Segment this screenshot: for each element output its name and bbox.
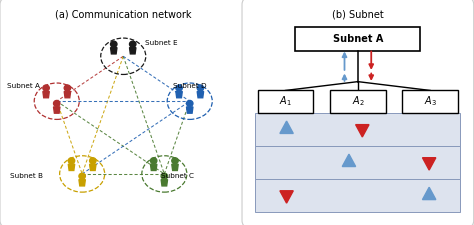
Polygon shape [422, 187, 436, 200]
Circle shape [187, 101, 193, 106]
Circle shape [150, 158, 157, 164]
FancyBboxPatch shape [402, 90, 458, 112]
Text: $A_1$: $A_1$ [279, 94, 292, 108]
Circle shape [79, 173, 85, 179]
Polygon shape [280, 121, 293, 133]
Text: $A_3$: $A_3$ [424, 94, 437, 108]
FancyBboxPatch shape [255, 112, 460, 146]
Polygon shape [90, 164, 96, 171]
Text: Subnet E: Subnet E [145, 40, 177, 46]
Circle shape [129, 41, 136, 47]
Circle shape [197, 85, 204, 91]
Polygon shape [356, 125, 369, 137]
Polygon shape [176, 91, 182, 98]
FancyBboxPatch shape [255, 179, 460, 212]
Text: $A_2$: $A_2$ [352, 94, 364, 108]
Polygon shape [54, 107, 60, 113]
Polygon shape [64, 91, 71, 98]
Polygon shape [342, 154, 356, 166]
FancyBboxPatch shape [242, 0, 474, 225]
Circle shape [176, 85, 182, 91]
Text: (b) Subnet: (b) Subnet [332, 10, 384, 20]
Text: Subnet A: Subnet A [333, 34, 383, 44]
Polygon shape [187, 107, 193, 113]
Circle shape [161, 173, 167, 179]
Polygon shape [110, 48, 117, 54]
Circle shape [110, 41, 117, 47]
Polygon shape [161, 180, 167, 186]
FancyBboxPatch shape [295, 27, 420, 51]
Circle shape [54, 101, 60, 106]
FancyBboxPatch shape [255, 146, 460, 179]
Polygon shape [129, 48, 136, 54]
Polygon shape [172, 164, 178, 171]
Polygon shape [79, 180, 85, 186]
Polygon shape [68, 164, 75, 171]
FancyBboxPatch shape [330, 90, 386, 112]
Polygon shape [150, 164, 157, 171]
Text: Subnet C: Subnet C [161, 173, 194, 180]
Circle shape [172, 158, 178, 164]
Circle shape [68, 158, 75, 164]
Polygon shape [422, 158, 436, 170]
Circle shape [64, 85, 71, 91]
Polygon shape [280, 191, 293, 203]
Polygon shape [197, 91, 204, 98]
FancyBboxPatch shape [0, 0, 246, 225]
Text: (a) Communication network: (a) Communication network [55, 10, 191, 20]
Circle shape [90, 158, 96, 164]
FancyBboxPatch shape [258, 90, 313, 112]
Text: Subnet A: Subnet A [7, 83, 40, 89]
Text: Subnet B: Subnet B [9, 173, 43, 180]
Text: Subnet D: Subnet D [173, 83, 206, 89]
Polygon shape [43, 91, 49, 98]
Circle shape [43, 85, 49, 91]
